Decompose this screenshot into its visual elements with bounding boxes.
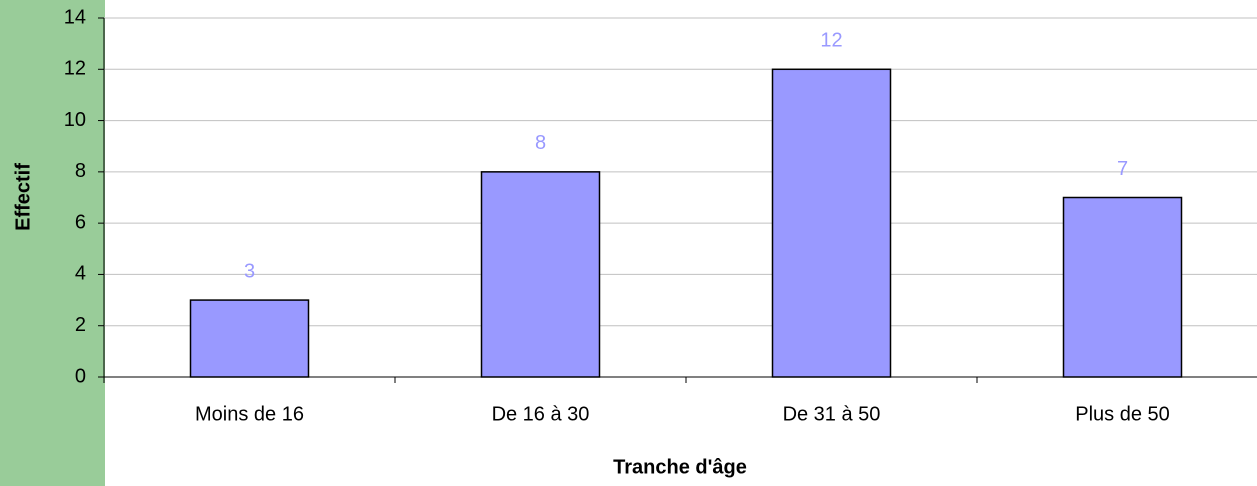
- data-label: 7: [1117, 158, 1128, 180]
- y-tick-label: 10: [64, 109, 86, 131]
- y-tick-label: 6: [75, 211, 86, 233]
- y-tick-label: 0: [75, 365, 86, 387]
- y-tick-label: 8: [75, 160, 86, 182]
- x-tick-label: De 16 à 30: [492, 403, 590, 425]
- data-label: 12: [820, 30, 842, 52]
- side-panel: [0, 0, 105, 486]
- y-axis-title: Effectif: [12, 163, 34, 231]
- y-tick-label: 2: [75, 314, 86, 336]
- x-tick-label: Plus de 50: [1075, 403, 1170, 425]
- x-axis-title: Tranche d'âge: [613, 456, 747, 478]
- bar: [189, 299, 310, 378]
- x-tick-label: Moins de 16: [195, 403, 304, 425]
- y-tick-label: 4: [75, 263, 86, 285]
- x-tick-label: De 31 à 50: [783, 403, 881, 425]
- bar: [1062, 196, 1183, 378]
- bar: [771, 68, 892, 378]
- bar: [480, 171, 601, 378]
- y-tick-label: 14: [64, 6, 86, 28]
- y-tick-label: 12: [64, 58, 86, 80]
- data-label: 8: [535, 132, 546, 154]
- data-label: 3: [244, 260, 255, 282]
